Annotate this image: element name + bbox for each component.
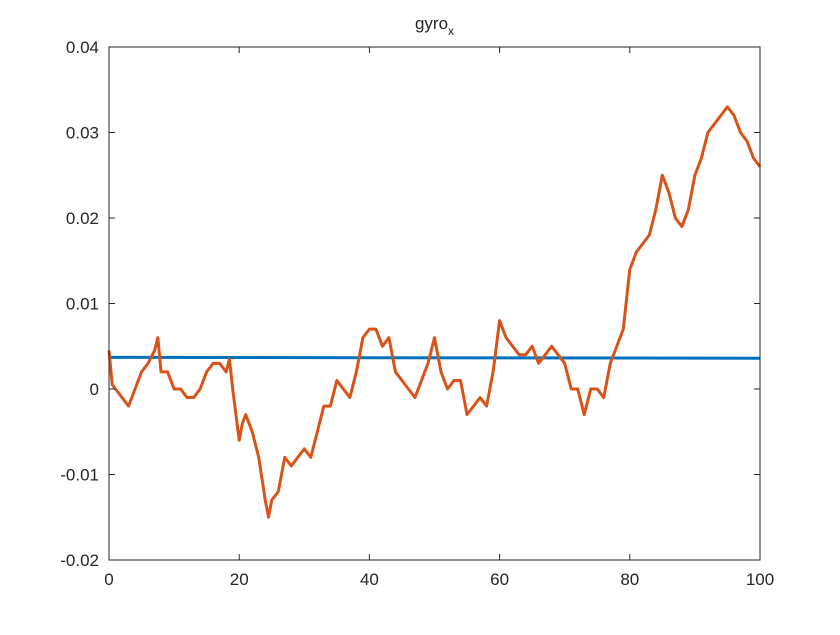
- x-tick-label: 40: [360, 570, 379, 589]
- x-tick-label: 100: [746, 570, 774, 589]
- y-tick-label: 0.01: [66, 295, 99, 314]
- y-tick-label: 0.03: [66, 124, 99, 143]
- tick-layer: 0 20 40 60 80 100 -0.02 -0.01 0 0.01 0.02 0.03 0.04: [60, 38, 774, 589]
- chart-title-base: gyro: [415, 14, 448, 33]
- chart-title: gyrox: [415, 14, 454, 38]
- y-tick-label: 0.02: [66, 209, 99, 228]
- x-tick-label: 0: [104, 570, 113, 589]
- x-tick-label: 80: [620, 570, 639, 589]
- y-tick-label: 0: [90, 380, 99, 399]
- y-tick-label: 0.04: [66, 38, 99, 57]
- x-tick-label: 60: [490, 570, 509, 589]
- plot-area: [109, 47, 760, 560]
- series-layer: [107, 105, 762, 519]
- x-tick-label: 20: [230, 570, 249, 589]
- series-line-2: [107, 105, 762, 519]
- y-tick-label: -0.02: [60, 551, 99, 570]
- chart-title-subscript: x: [448, 24, 454, 38]
- series-line-1: [108, 355, 761, 360]
- y-tick-label: -0.01: [60, 466, 99, 485]
